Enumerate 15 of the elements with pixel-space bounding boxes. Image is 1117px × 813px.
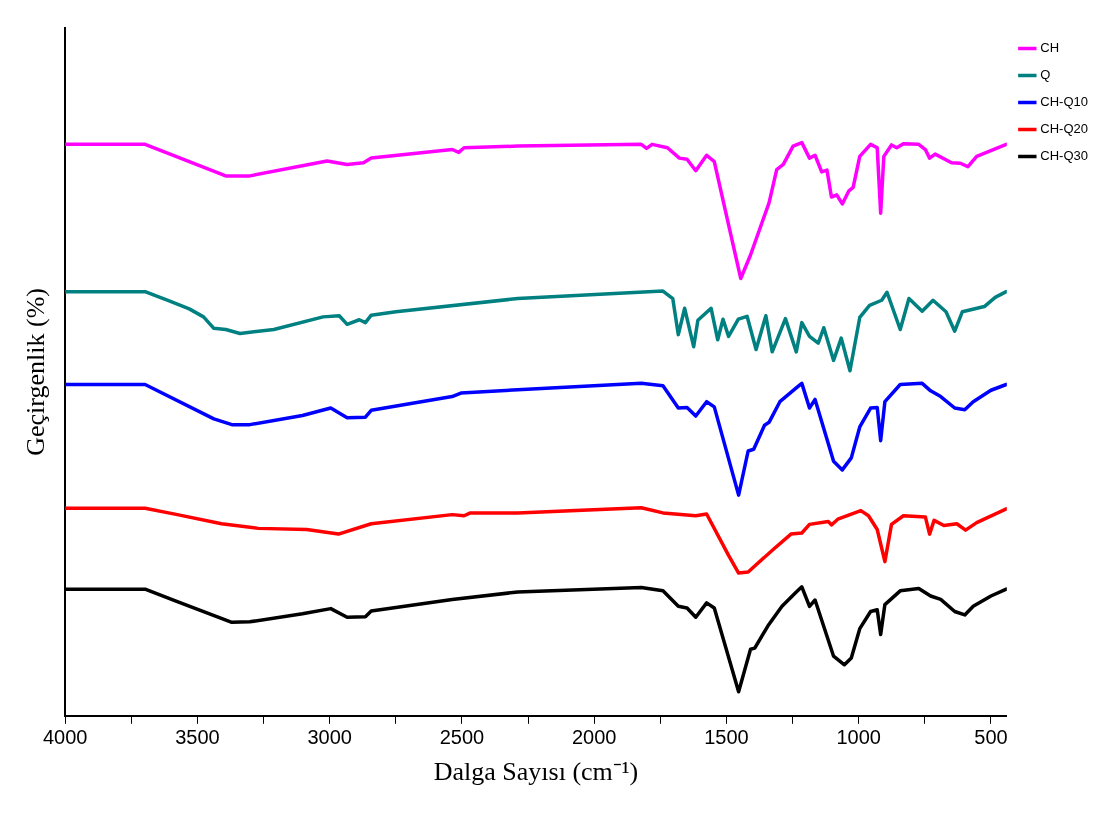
legend-label: CH (1040, 40, 1060, 56)
x-tick-label: 2000 (571, 726, 617, 749)
y-axis-title: Geçirgenlik (%) (21, 288, 51, 456)
legend-label: CH-Q10 (1040, 94, 1089, 110)
legend-label: Q (1040, 67, 1051, 83)
x-tick-label: 3000 (307, 726, 352, 749)
x-tick-label: 2500 (439, 726, 485, 749)
x-tick-label: 1000 (836, 726, 881, 749)
x-tick-label: 1500 (704, 726, 749, 749)
x-axis-title: Dalga Sayısı (cm⁻¹) (433, 757, 639, 787)
x-tick-label: 3500 (175, 726, 220, 749)
x-tick-label: 500 (974, 726, 1008, 749)
legend-label: CH-Q20 (1040, 121, 1089, 137)
x-tick-label: 4000 (42, 726, 88, 749)
legend-label: CH-Q30 (1040, 148, 1089, 164)
